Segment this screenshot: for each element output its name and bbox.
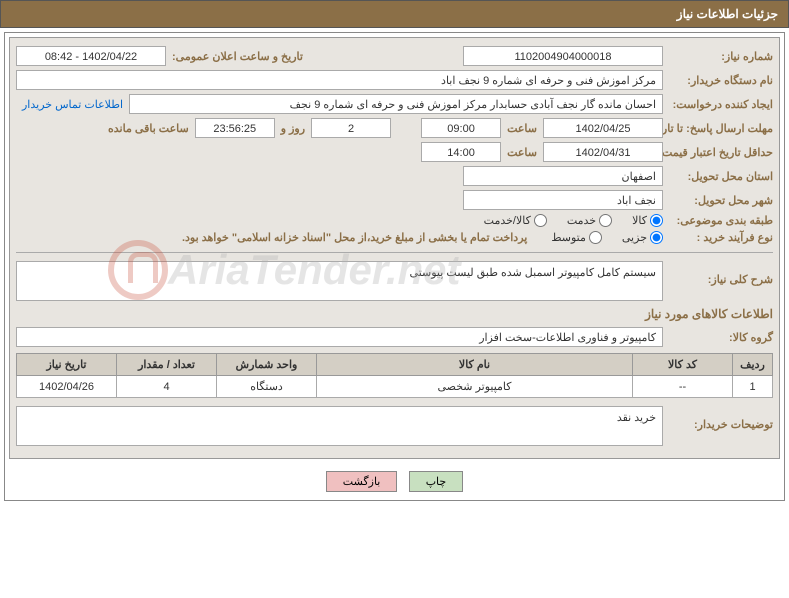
valid-time-value: 14:00: [421, 142, 501, 162]
need-number-value: 1102004904000018: [463, 46, 663, 66]
th-unit: واحد شمارش: [217, 354, 317, 376]
category-label: طبقه بندی موضوعی:: [663, 214, 773, 227]
announce-datetime-value: 1402/04/22 - 08:42: [16, 46, 166, 66]
back-button[interactable]: بازگشت: [326, 471, 398, 492]
th-row: ردیف: [733, 354, 773, 376]
resp-time-value: 09:00: [421, 118, 501, 138]
items-section-title: اطلاعات کالاهای مورد نیاز: [16, 307, 773, 321]
response-deadline-label: مهلت ارسال پاسخ: تا تاریخ:: [663, 122, 773, 135]
cell-row: 1: [733, 376, 773, 398]
purchase-type-label: نوع فرآیند خرید :: [663, 231, 773, 244]
title-bar: جزئیات اطلاعات نیاز: [0, 0, 789, 28]
resp-date-value: 1402/04/25: [543, 118, 663, 138]
content-panel: شماره نیاز: 1102004904000018 تاریخ و ساع…: [9, 37, 780, 459]
table-row: 1 -- کامپیوتر شخصی دستگاه 4 1402/04/26: [17, 376, 773, 398]
category-service-radio[interactable]: خدمت: [567, 214, 612, 227]
category-service-input[interactable]: [599, 214, 612, 227]
print-button[interactable]: چاپ: [409, 471, 464, 492]
th-qty: تعداد / مقدار: [117, 354, 217, 376]
requester-value: احسان مانده گار نجف آبادی حسابدار مرکز ا…: [129, 94, 663, 114]
goods-group-value: کامپیوتر و فناوری اطلاعات-سخت افزار: [16, 327, 663, 347]
th-name: نام کالا: [317, 354, 633, 376]
province-label: استان محل تحویل:: [663, 170, 773, 183]
purchase-type-radio-group: جزیی متوسط: [535, 231, 663, 244]
days-remaining-value: 2: [311, 118, 391, 138]
contact-link[interactable]: اطلاعات تماس خریدار: [16, 98, 129, 111]
proc-medium-radio[interactable]: متوسط: [551, 231, 602, 244]
payment-note: پرداخت تمام یا بخشی از مبلغ خرید،از محل …: [182, 231, 535, 244]
cell-date: 1402/04/26: [17, 376, 117, 398]
proc-minor-input[interactable]: [650, 231, 663, 244]
buyer-org-value: مرکز اموزش فنی و حرفه ای شماره 9 نجف ابا…: [16, 70, 663, 90]
general-desc-label: شرح کلی نیاز:: [663, 261, 773, 286]
proc-minor-radio[interactable]: جزیی: [622, 231, 663, 244]
buyer-notes-label: توضیحات خریدار:: [663, 406, 773, 431]
announce-datetime-label: تاریخ و ساعت اعلان عمومی:: [166, 50, 309, 63]
items-table: ردیف کد کالا نام کالا واحد شمارش تعداد /…: [16, 353, 773, 398]
remaining-label: ساعت باقی مانده: [102, 122, 195, 135]
category-both-input[interactable]: [534, 214, 547, 227]
time-remaining-value: 23:56:25: [195, 118, 275, 138]
province-value: اصفهان: [463, 166, 663, 186]
th-date: تاریخ نیاز: [17, 354, 117, 376]
requester-label: ایجاد کننده درخواست:: [663, 98, 773, 111]
cell-unit: دستگاه: [217, 376, 317, 398]
category-both-radio[interactable]: کالا/خدمت: [484, 214, 547, 227]
category-goods-input[interactable]: [650, 214, 663, 227]
proc-medium-input[interactable]: [589, 231, 602, 244]
city-value: نجف اباد: [463, 190, 663, 210]
goods-group-label: گروه کالا:: [663, 331, 773, 344]
hour-label-2: ساعت: [501, 146, 543, 159]
buyer-org-label: نام دستگاه خریدار:: [663, 74, 773, 87]
general-desc-box: سیستم کامل کامپیوتر اسمبل شده طبق لیست پ…: [16, 261, 663, 301]
hour-label-1: ساعت: [501, 122, 543, 135]
need-number-label: شماره نیاز:: [663, 50, 773, 63]
outer-frame: شماره نیاز: 1102004904000018 تاریخ و ساع…: [4, 32, 785, 501]
cell-name: کامپیوتر شخصی: [317, 376, 633, 398]
buyer-notes-box: خرید نقد: [16, 406, 663, 446]
cell-code: --: [633, 376, 733, 398]
button-bar: چاپ بازگشت: [9, 467, 780, 496]
category-radio-group: کالا خدمت کالا/خدمت: [468, 214, 663, 227]
days-and-label: روز و: [275, 122, 311, 135]
valid-date-value: 1402/04/31: [543, 142, 663, 162]
category-goods-radio[interactable]: کالا: [632, 214, 663, 227]
city-label: شهر محل تحویل:: [663, 194, 773, 207]
th-code: کد کالا: [633, 354, 733, 376]
validity-deadline-label: حداقل تاریخ اعتبار قیمت: تا تاریخ:: [663, 146, 773, 159]
cell-qty: 4: [117, 376, 217, 398]
